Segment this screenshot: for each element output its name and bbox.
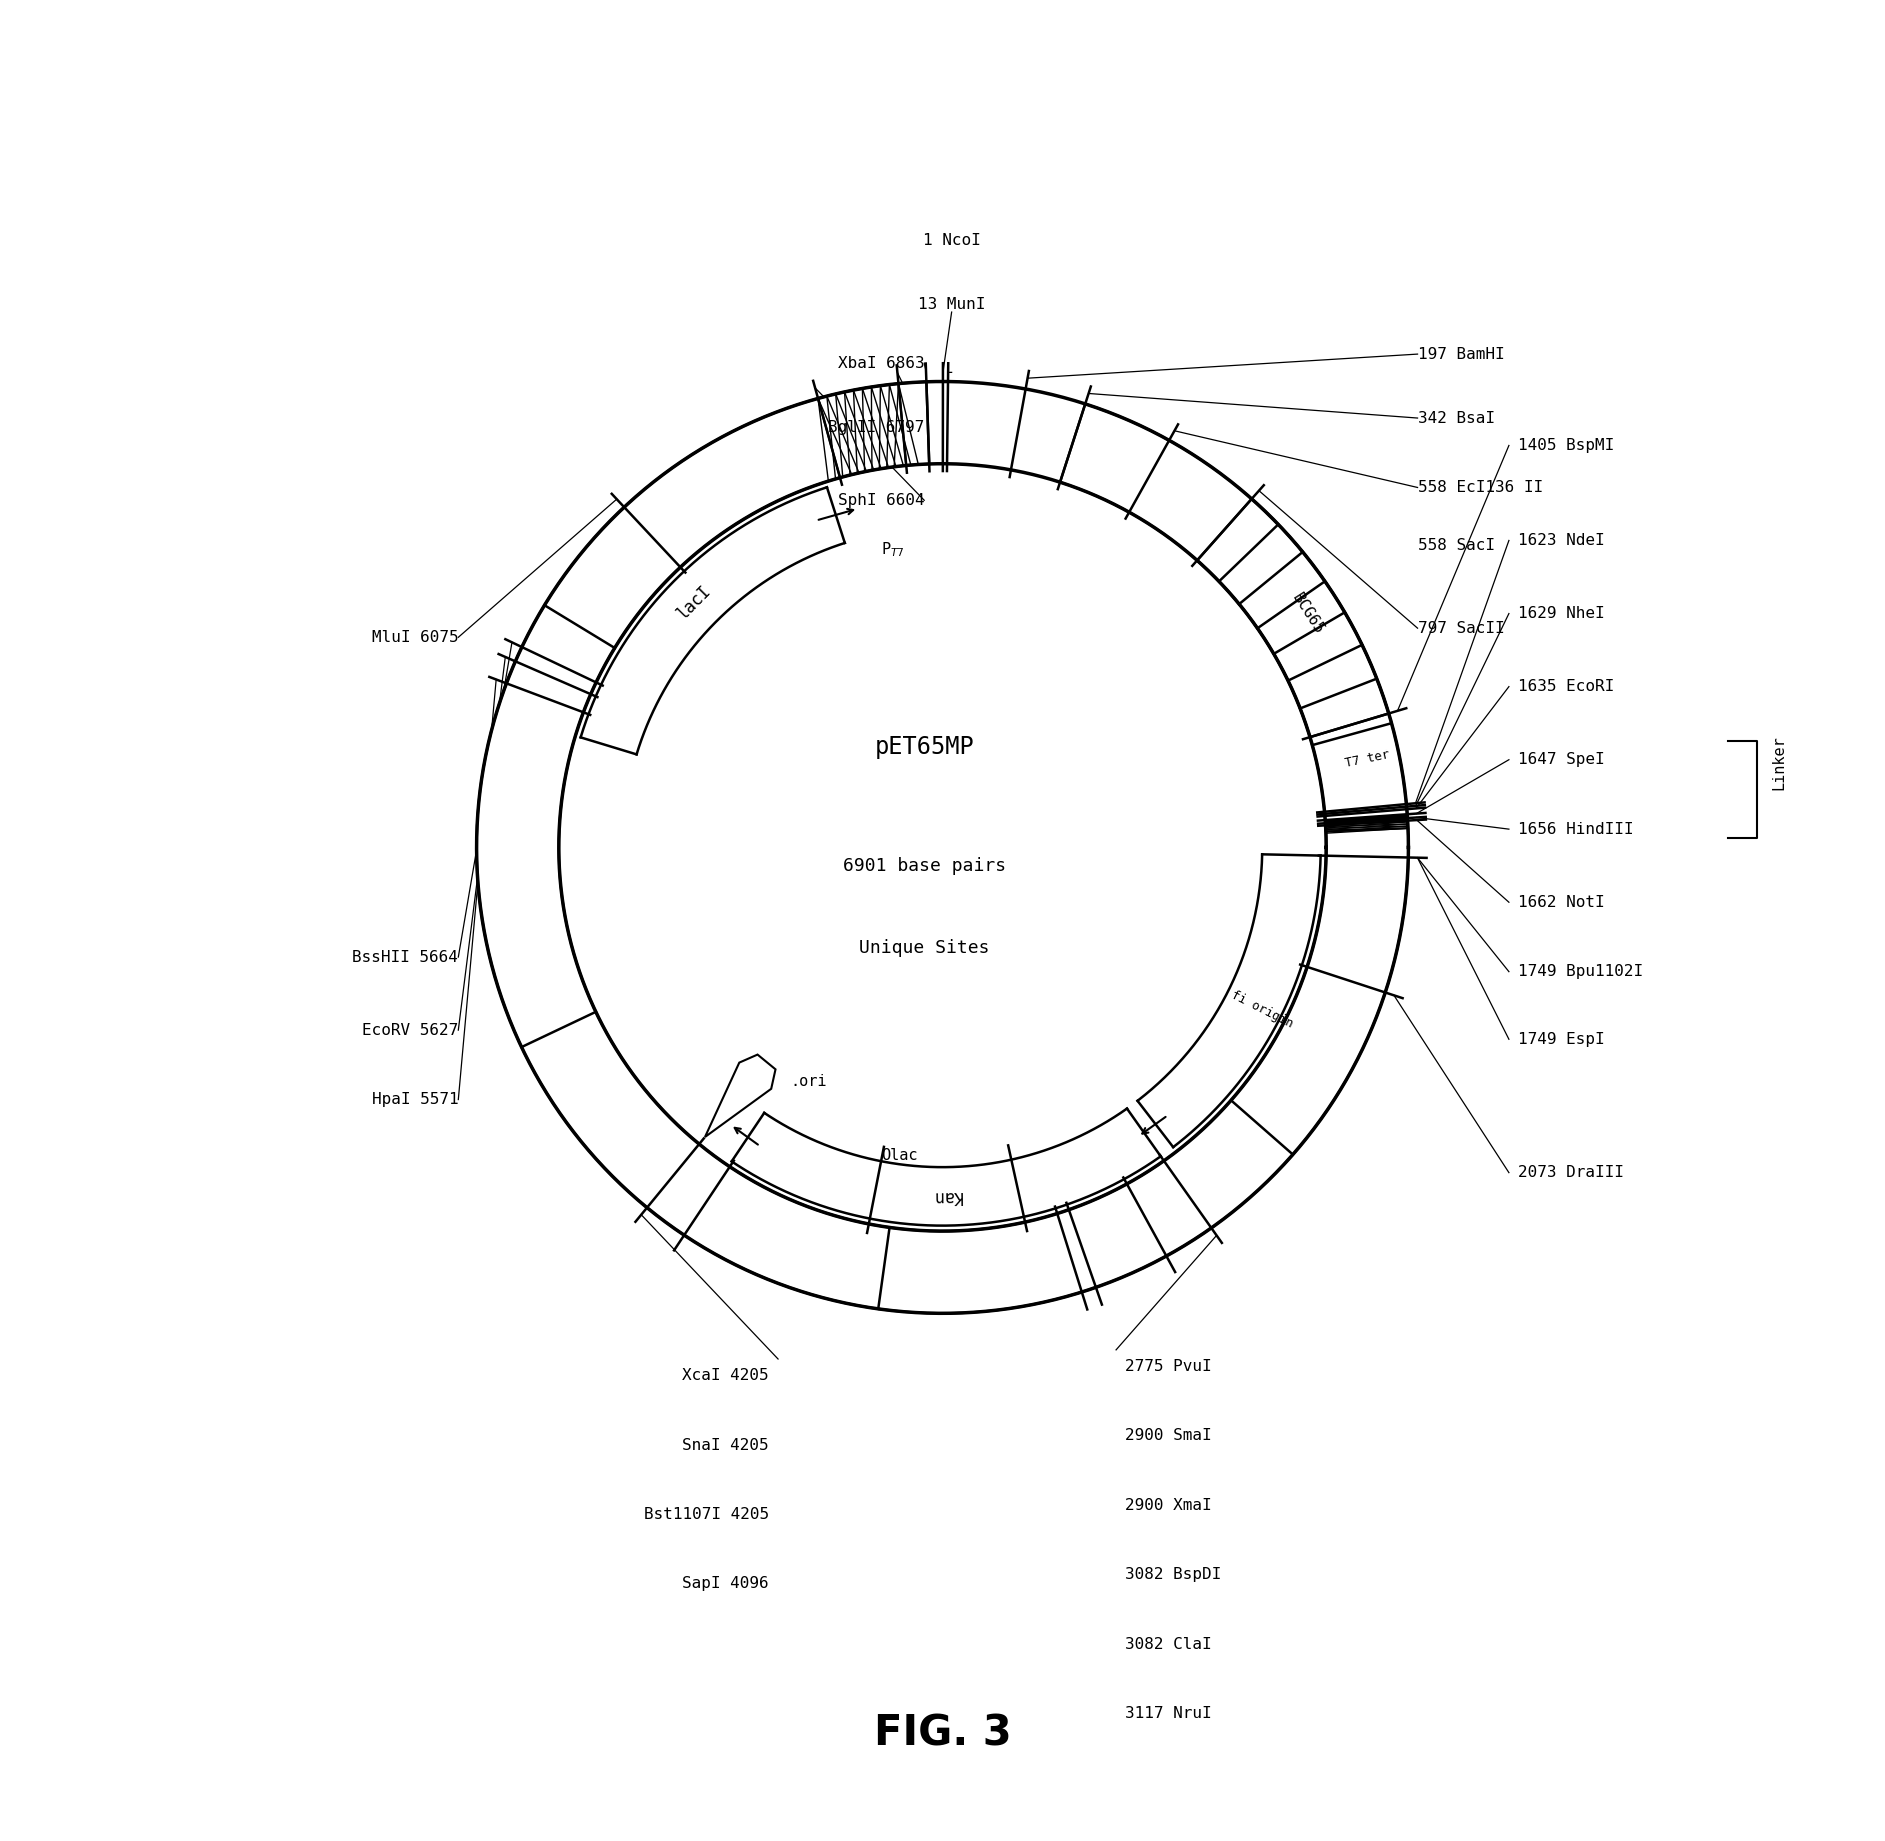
Text: FIG. 3: FIG. 3 <box>873 1712 1012 1754</box>
Text: Olac: Olac <box>882 1147 918 1162</box>
Text: XbaI 6863: XbaI 6863 <box>837 355 924 370</box>
Text: 3082 BspDI: 3082 BspDI <box>1125 1567 1221 1581</box>
Text: SphI 6604: SphI 6604 <box>837 493 924 508</box>
Text: 3082 ClaI: 3082 ClaI <box>1125 1637 1212 1651</box>
Text: 1647 SpeI: 1647 SpeI <box>1517 753 1604 768</box>
Text: 2900 SmaI: 2900 SmaI <box>1125 1429 1212 1443</box>
Text: Linker: Linker <box>1772 735 1787 790</box>
Text: EcoRV 5627: EcoRV 5627 <box>362 1022 458 1038</box>
Text: 1656 HindIII: 1656 HindIII <box>1517 821 1634 836</box>
Text: 797 SacII: 797 SacII <box>1418 620 1504 635</box>
Text: BglII 6797: BglII 6797 <box>828 420 924 434</box>
Text: 2073 DraIII: 2073 DraIII <box>1517 1165 1623 1180</box>
Text: 342 BsaI: 342 BsaI <box>1418 411 1495 425</box>
Text: SapI 4096: SapI 4096 <box>682 1576 769 1591</box>
Text: T7 ter: T7 ter <box>1344 747 1391 770</box>
Text: MluI 6075: MluI 6075 <box>371 630 458 644</box>
Polygon shape <box>731 1108 1161 1226</box>
Text: 1 NcoI: 1 NcoI <box>924 234 980 249</box>
Text: 13 MunI: 13 MunI <box>918 296 986 313</box>
Polygon shape <box>477 381 1408 1313</box>
Text: pET65MP: pET65MP <box>875 735 975 758</box>
Text: 1405 BspMI: 1405 BspMI <box>1517 438 1614 453</box>
Polygon shape <box>705 1055 775 1138</box>
Polygon shape <box>1325 817 1408 832</box>
Polygon shape <box>1137 854 1321 1147</box>
Text: 197 BamHI: 197 BamHI <box>1418 346 1504 361</box>
Polygon shape <box>1197 499 1389 736</box>
Text: BCG65: BCG65 <box>1289 591 1327 637</box>
Text: 6901 base pairs: 6901 base pairs <box>843 856 1007 874</box>
Polygon shape <box>818 383 907 477</box>
Text: Bst1107I 4205: Bst1107I 4205 <box>645 1508 769 1523</box>
Text: 1629 NheI: 1629 NheI <box>1517 606 1604 620</box>
Text: XcaI 4205: XcaI 4205 <box>682 1368 769 1383</box>
Text: 558 EcI136 II: 558 EcI136 II <box>1418 481 1542 495</box>
Text: 1662 NotI: 1662 NotI <box>1517 895 1604 909</box>
Polygon shape <box>1325 816 1408 825</box>
Text: BssHII 5664: BssHII 5664 <box>352 950 458 965</box>
Text: P$_{T7}$: P$_{T7}$ <box>880 541 905 560</box>
Text: lacI: lacI <box>673 582 714 622</box>
Text: HpaI 5571: HpaI 5571 <box>371 1092 458 1106</box>
Text: SnaI 4205: SnaI 4205 <box>682 1438 769 1453</box>
Text: .ori: .ori <box>790 1075 828 1090</box>
Text: Kan: Kan <box>931 1187 961 1206</box>
Text: 2900 XmaI: 2900 XmaI <box>1125 1499 1212 1513</box>
Text: 558 SacI: 558 SacI <box>1418 538 1495 554</box>
Text: 1635 EcoRI: 1635 EcoRI <box>1517 679 1614 694</box>
Text: 2775 PvuI: 2775 PvuI <box>1125 1359 1212 1373</box>
Text: 3117 NruI: 3117 NruI <box>1125 1707 1212 1721</box>
Text: Unique Sites: Unique Sites <box>860 939 990 957</box>
Text: fi origin: fi origin <box>1229 989 1295 1031</box>
Text: 1749 Bpu1102I: 1749 Bpu1102I <box>1517 965 1644 979</box>
Polygon shape <box>581 488 844 755</box>
Text: 1623 NdeI: 1623 NdeI <box>1517 532 1604 549</box>
Text: 1749 EspI: 1749 EspI <box>1517 1031 1604 1048</box>
